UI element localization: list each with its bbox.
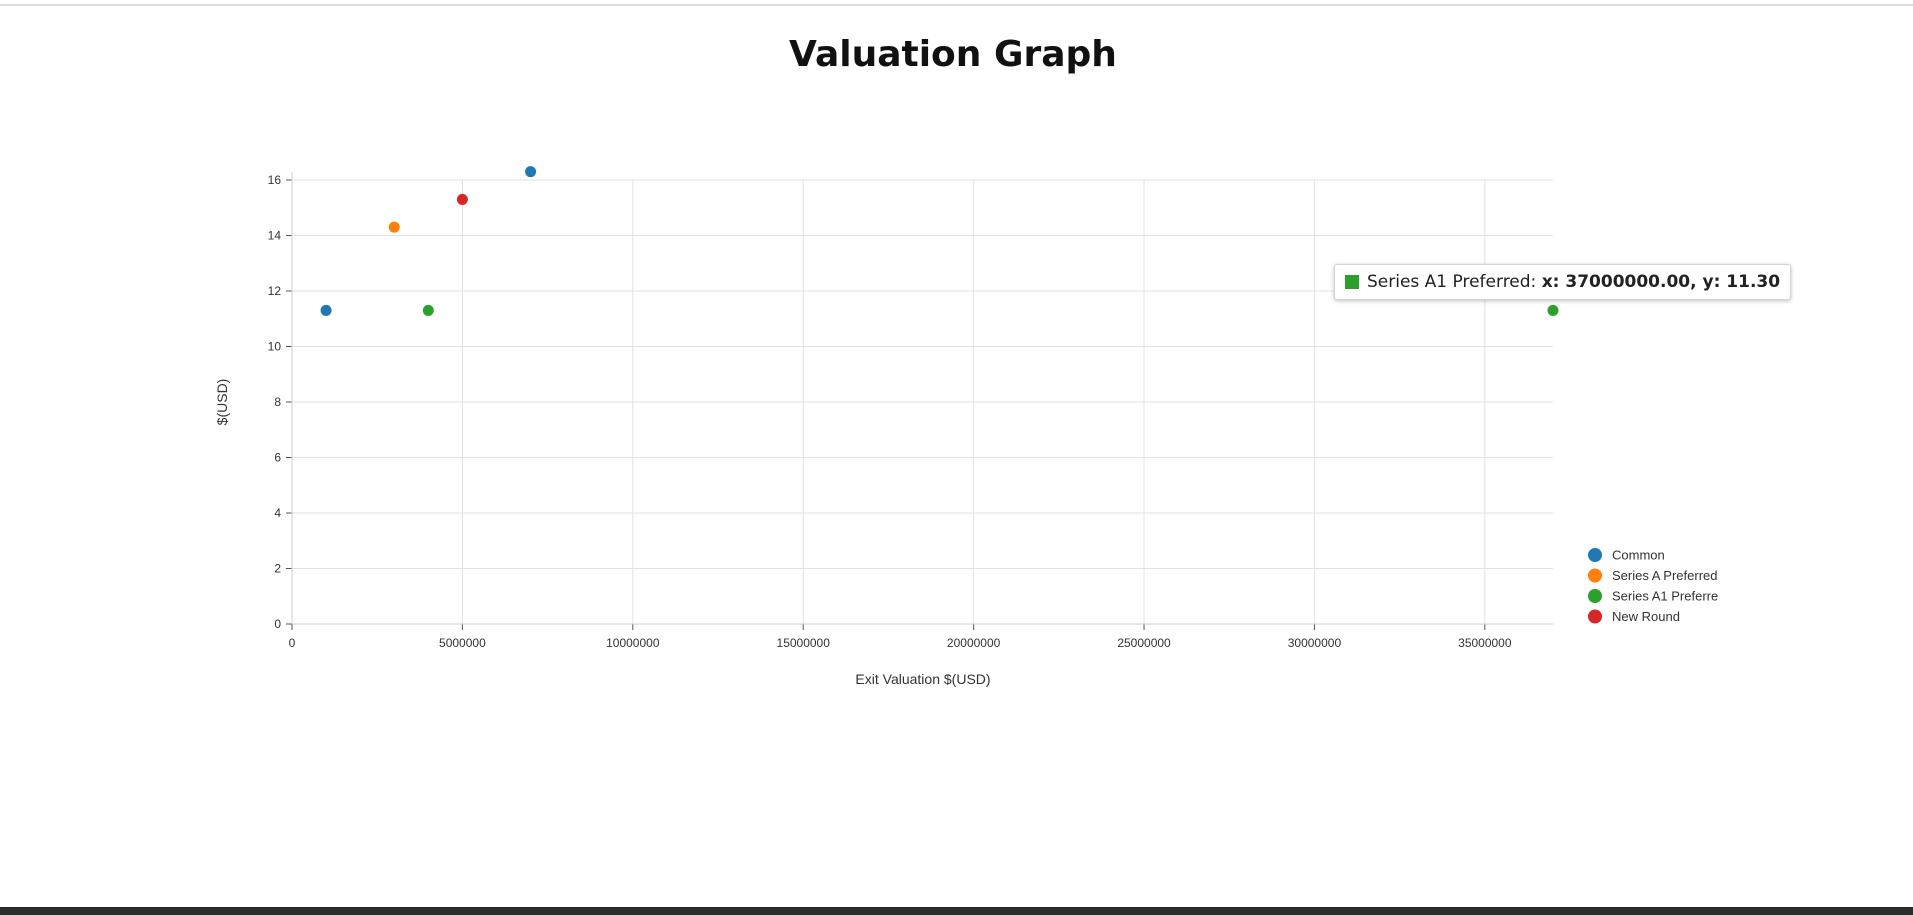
tooltip-value: x: 37000000.00, y: 11.30 <box>1541 272 1781 292</box>
x-tick-label: 30000000 <box>1288 636 1342 650</box>
legend-entry-label[interactable]: Common <box>1612 548 1665 563</box>
tooltip-color-swatch <box>1345 275 1359 289</box>
y-tick-label: 6 <box>274 451 281 465</box>
y-axis-label: $(USD) <box>214 379 230 426</box>
y-tick-label: 10 <box>268 340 282 354</box>
y-tick-label: 12 <box>268 284 282 298</box>
legend-swatch <box>1588 568 1602 583</box>
data-point[interactable] <box>320 304 332 316</box>
legend-swatch <box>1588 609 1602 624</box>
tooltip-series-label: Series A1 Preferred: <box>1367 272 1537 292</box>
legend-entry-label[interactable]: Series A Preferred <box>1612 568 1718 583</box>
data-point[interactable] <box>388 221 400 233</box>
legend-entry-label[interactable]: Series A1 Preferre <box>1612 589 1718 604</box>
x-tick-label: 20000000 <box>947 636 1001 650</box>
x-tick-label: 25000000 <box>1117 636 1171 650</box>
tick-labels: 0 5000000 10000000 15000000 20000000 25000000… <box>268 173 1512 650</box>
y-tick-label: 4 <box>274 506 281 520</box>
data-point[interactable] <box>525 166 537 178</box>
legend-swatch <box>1588 589 1602 603</box>
data-point[interactable] <box>422 304 434 316</box>
page-title: Valuation Graph <box>789 34 1117 75</box>
data-point[interactable] <box>456 193 468 205</box>
legend-entry-label[interactable]: New Round <box>1612 609 1680 624</box>
top-rule <box>0 4 1913 6</box>
footer-bar <box>0 907 1913 915</box>
data-points <box>320 166 1559 316</box>
x-tick-label: 5000000 <box>439 636 486 650</box>
y-tick-label: 14 <box>268 229 282 243</box>
data-point[interactable] <box>1547 304 1559 316</box>
x-tick-label: 35000000 <box>1458 636 1512 650</box>
chart-legend: Common Series A Preferred Series A1 Prefer… <box>1588 548 1718 624</box>
chart-grid <box>292 179 1553 624</box>
x-tick-label: 10000000 <box>606 636 660 650</box>
point-tooltip: Series A1 Preferred: x: 37000000.00, y: … <box>1334 264 1792 300</box>
x-tick-label: 0 <box>289 636 296 650</box>
x-axis-label: Exit Valuation $(USD) <box>855 671 990 687</box>
y-tick-label: 16 <box>268 173 282 187</box>
y-tick-label: 8 <box>274 395 281 409</box>
x-tick-label: 15000000 <box>777 636 831 650</box>
legend-swatch <box>1588 548 1602 562</box>
chart-axes <box>286 172 1553 630</box>
y-tick-label: 0 <box>274 617 281 631</box>
y-tick-label: 2 <box>274 562 281 576</box>
